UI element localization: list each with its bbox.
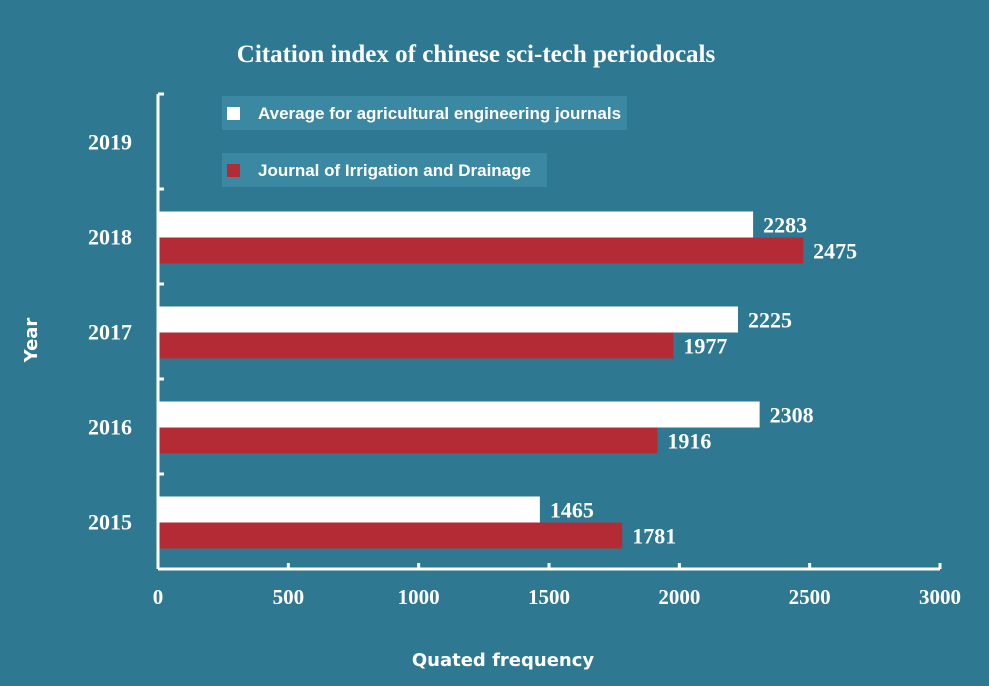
legend-label: Journal of Irrigation and Drainage — [258, 161, 531, 180]
legend-swatch — [227, 107, 240, 120]
bar-average — [158, 211, 754, 238]
bar-journal — [158, 237, 804, 264]
bars — [158, 211, 804, 549]
bar-value-label: 2283 — [763, 213, 807, 238]
x-tick-label: 1500 — [528, 585, 570, 609]
axes — [156, 92, 942, 571]
x-tick-label: 2500 — [789, 585, 831, 609]
x-tick-label: 3000 — [919, 585, 961, 609]
bar-value-label: 1465 — [550, 498, 594, 523]
bar-average — [158, 401, 760, 428]
legend: Average for agricultural engineering jou… — [222, 96, 627, 187]
y-tick-label: 2018 — [88, 225, 132, 250]
legend-item-bg — [222, 153, 547, 187]
bar-value-label: 1977 — [683, 334, 727, 359]
legend-swatch — [227, 164, 240, 177]
x-tick-label: 1000 — [398, 585, 440, 609]
x-tick-label: 0 — [153, 585, 164, 609]
bar-value-label: 2475 — [813, 239, 857, 264]
x-tick-labels: 0 500 1000 1500 2000 2500 3000 — [153, 585, 961, 609]
y-tick-label: 2016 — [88, 415, 132, 440]
x-axis-title: Quated frequency — [412, 650, 595, 671]
x-tick-label: 2000 — [658, 585, 700, 609]
y-tick-labels: 2015 2016 2017 2018 2019 — [88, 130, 132, 535]
x-tick-label: 500 — [273, 585, 305, 609]
bar-journal — [158, 427, 658, 454]
y-tick-label: 2015 — [88, 510, 132, 535]
y-axis-title: Year — [21, 318, 42, 364]
chart-title: Citation index of chinese sci-tech perio… — [237, 41, 716, 68]
legend-label: Average for agricultural engineering jou… — [258, 104, 621, 123]
bar-value-label: 1781 — [632, 524, 676, 549]
bar-journal — [158, 522, 623, 549]
bar-journal — [158, 332, 674, 359]
legend-item-bg — [222, 96, 627, 130]
bar-value-label: 2225 — [748, 308, 792, 333]
bar-value-label: 2308 — [770, 403, 814, 428]
bar-average — [158, 496, 540, 523]
y-tick-label: 2017 — [88, 320, 132, 345]
y-tick-label: 2019 — [88, 130, 132, 155]
bar-average — [158, 306, 738, 333]
bar-value-label: 1916 — [667, 429, 711, 454]
